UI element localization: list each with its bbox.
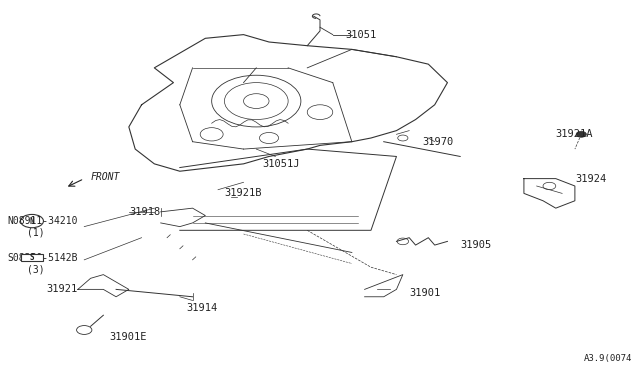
Text: 31921: 31921 xyxy=(47,284,78,294)
Text: 31914: 31914 xyxy=(186,303,218,313)
Text: (3): (3) xyxy=(27,264,45,274)
Text: 31901E: 31901E xyxy=(109,332,147,342)
Text: S: S xyxy=(29,253,35,262)
Text: S08360-5142B: S08360-5142B xyxy=(8,253,78,263)
Text: (1): (1) xyxy=(27,227,45,237)
Text: N08911-34210: N08911-34210 xyxy=(8,216,78,226)
Text: A3.9(0074: A3.9(0074 xyxy=(584,354,632,363)
Circle shape xyxy=(576,131,586,137)
FancyBboxPatch shape xyxy=(20,254,44,261)
Text: FRONT: FRONT xyxy=(91,172,120,182)
Text: 31901: 31901 xyxy=(409,288,440,298)
Text: 31918: 31918 xyxy=(129,207,160,217)
Text: 31051J: 31051J xyxy=(262,159,300,169)
Text: 31924: 31924 xyxy=(575,174,606,184)
Text: N: N xyxy=(29,217,35,225)
Text: 31921B: 31921B xyxy=(225,188,262,198)
Text: 31905: 31905 xyxy=(460,240,492,250)
Text: 31970: 31970 xyxy=(422,137,453,147)
Text: 31921A: 31921A xyxy=(556,129,593,139)
Text: 31051: 31051 xyxy=(346,30,377,40)
